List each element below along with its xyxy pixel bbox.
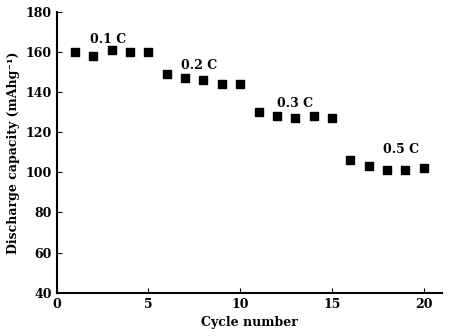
Point: [420, 166, 427, 171]
Point: [181, 75, 189, 81]
Point: [71, 49, 79, 55]
Point: [328, 116, 335, 121]
Y-axis label: Discharge capacity (mAhg⁻¹): Discharge capacity (mAhg⁻¹): [7, 51, 20, 254]
Point: [292, 116, 299, 121]
Point: [255, 110, 262, 115]
Point: [127, 49, 134, 55]
Point: [365, 164, 372, 169]
Point: [218, 81, 225, 87]
Point: [273, 114, 281, 119]
Text: 0.1 C: 0.1 C: [90, 33, 126, 46]
X-axis label: Cycle number: Cycle number: [201, 316, 298, 329]
Point: [310, 114, 317, 119]
Point: [347, 158, 354, 163]
Text: 0.2 C: 0.2 C: [181, 59, 218, 72]
Point: [163, 72, 170, 77]
Point: [402, 168, 409, 173]
Text: 0.3 C: 0.3 C: [277, 97, 313, 110]
Text: 0.5 C: 0.5 C: [383, 143, 419, 156]
Point: [383, 168, 391, 173]
Point: [108, 47, 115, 53]
Point: [237, 81, 244, 87]
Point: [145, 49, 152, 55]
Point: [90, 53, 97, 59]
Point: [200, 77, 207, 83]
